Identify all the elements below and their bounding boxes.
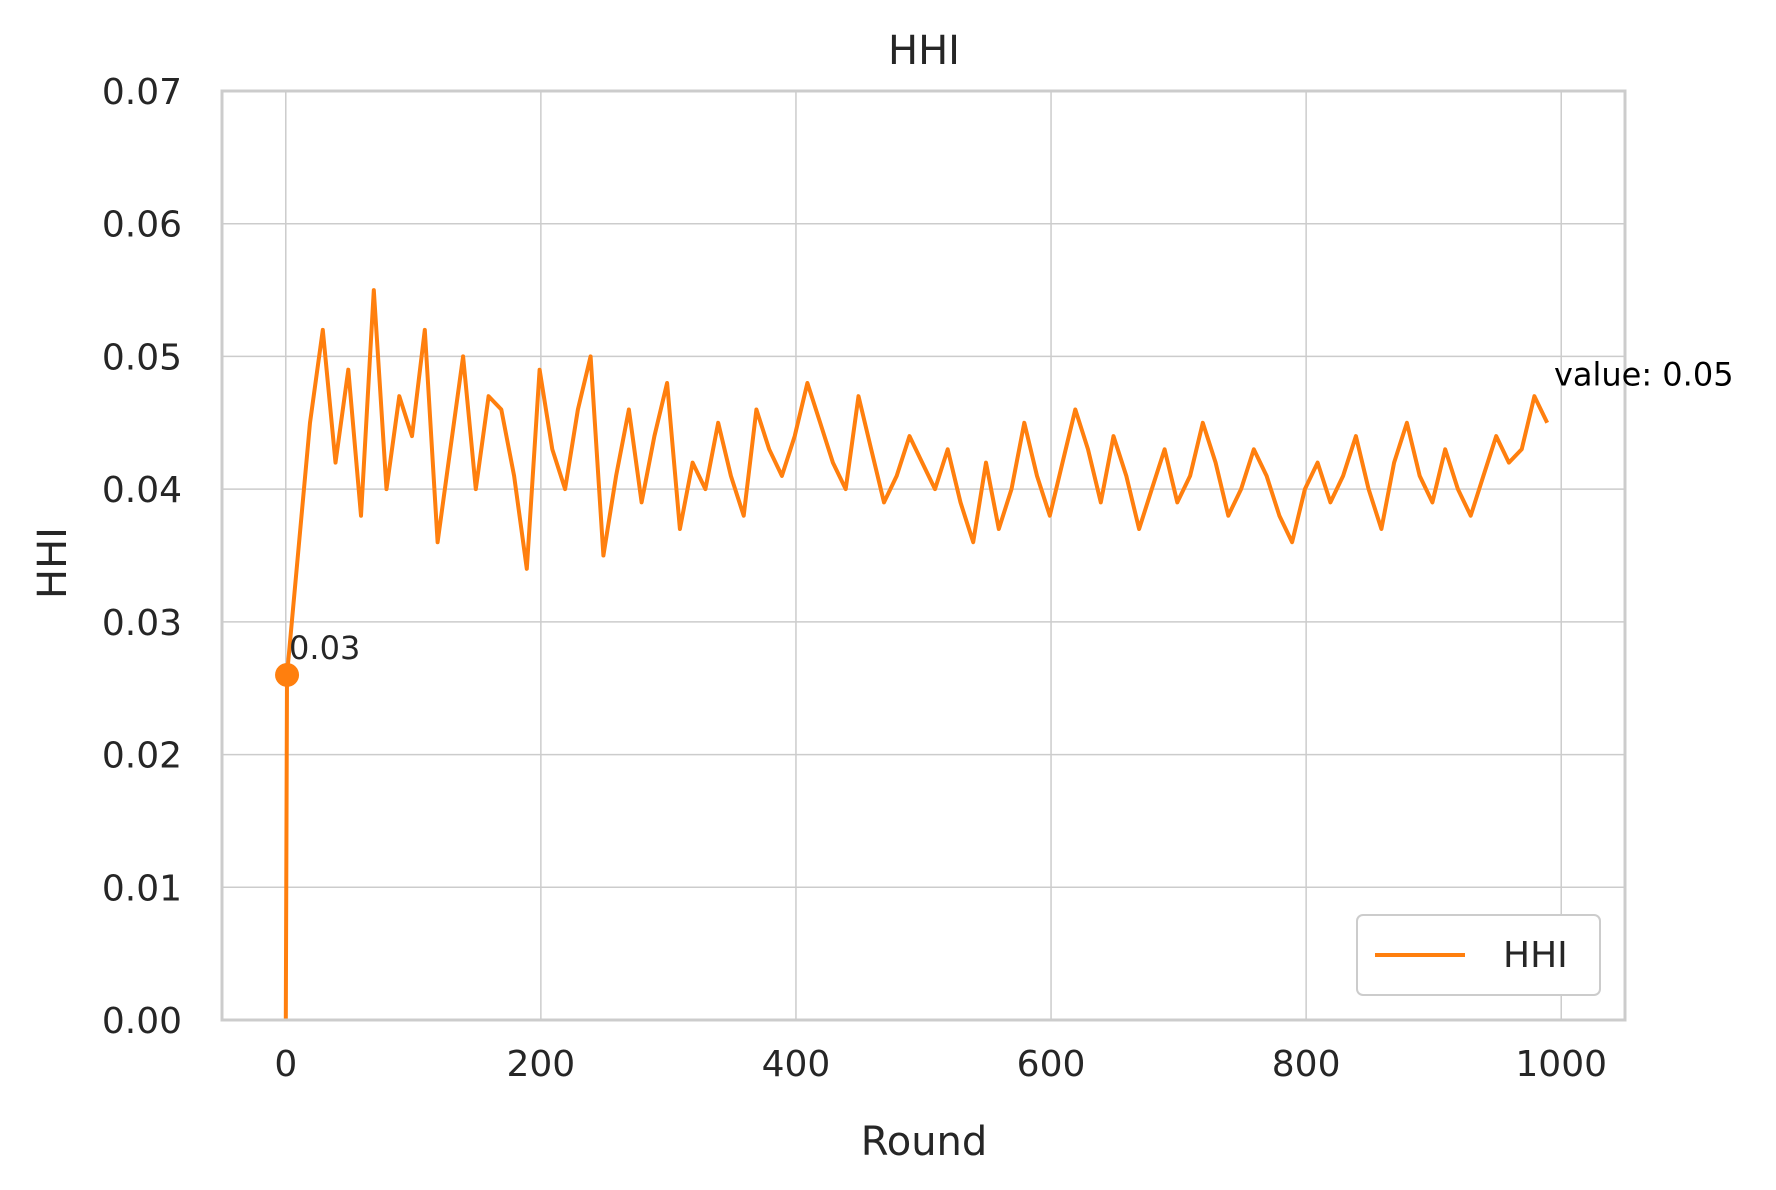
y-tick-label: 0.03 — [102, 603, 182, 644]
x-tick-label: 600 — [1017, 1044, 1086, 1085]
y-tick-label: 0.07 — [102, 72, 182, 113]
y-axis-ticks: 0.00 0.01 0.02 0.03 0.04 0.05 0.06 0.07 — [102, 72, 182, 1042]
x-tick-label: 1000 — [1515, 1044, 1607, 1085]
legend-box — [1356, 914, 1601, 996]
annotations: 0.03 value: 0.05 — [275, 356, 1734, 687]
x-tick-label: 400 — [762, 1044, 831, 1085]
y-tick-label: 0.00 — [102, 1001, 182, 1042]
annotation-label: 0.03 — [289, 629, 360, 667]
x-axis-ticks: 0 200 400 600 800 1000 — [274, 1044, 1607, 1085]
series-line-hhi — [283, 288, 1550, 1021]
annotation-label: value: 0.05 — [1554, 356, 1734, 394]
legend-entry-hhi: HHI — [1503, 935, 1568, 976]
y-tick-label: 0.01 — [102, 868, 182, 909]
y-tick-label: 0.05 — [102, 337, 182, 378]
y-axis-label: HHI — [30, 527, 76, 599]
y-tick-label: 0.06 — [102, 205, 182, 246]
grid — [222, 90, 1625, 1021]
y-tick-label: 0.02 — [102, 736, 182, 777]
y-tick-label: 0.04 — [102, 470, 182, 511]
x-tick-label: 200 — [507, 1044, 576, 1085]
legend: HHI — [1356, 914, 1601, 996]
plot-frame — [220, 89, 1627, 1022]
chart-title: HHI — [888, 28, 960, 74]
x-tick-label: 800 — [1272, 1044, 1341, 1085]
x-axis-label: Round — [861, 1119, 988, 1165]
series-layer — [283, 288, 1550, 1021]
annotation-marker — [275, 662, 300, 687]
x-tick-label: 0 — [274, 1044, 297, 1085]
